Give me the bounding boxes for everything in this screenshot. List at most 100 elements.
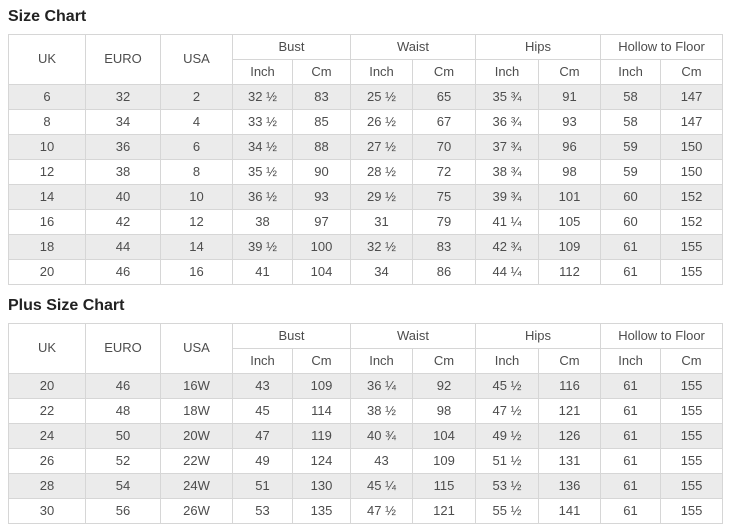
table-cell: 61 (600, 473, 662, 499)
table-cell: 109 (412, 448, 477, 474)
unit-header-cm: Cm (412, 348, 477, 374)
table-cell: 47 (232, 423, 293, 449)
unit-header-inch: Inch (232, 59, 293, 85)
table-cell: 150 (660, 159, 724, 185)
table-cell: 38 ½ (350, 398, 414, 424)
table-cell: 50 (85, 423, 161, 449)
table-cell: 124 (291, 448, 352, 474)
header-row-groups: UK EURO USA Bust Waist Hips Hollow to Floor (8, 323, 724, 374)
table-cell: 58 (600, 109, 662, 135)
table-cell: 40 (85, 184, 161, 210)
table-cell: 4 (160, 109, 233, 135)
table-cell: 155 (660, 423, 724, 449)
table-row: 28 54 24W 51 130 45 ¼ 115 53 ½ 136 61 155 (8, 473, 724, 499)
table-cell: 6 (160, 134, 233, 160)
table-cell: 44 ¼ (475, 259, 540, 285)
table-cell: 53 ½ (475, 473, 540, 499)
table-cell: 147 (660, 109, 724, 135)
table-cell: 42 (85, 209, 161, 235)
unit-header-cm: Cm (291, 59, 352, 85)
table-cell: 93 (291, 184, 352, 210)
table-cell: 67 (412, 109, 477, 135)
table-cell: 43 (232, 373, 293, 399)
table-cell: 61 (600, 498, 662, 524)
table-cell: 22W (160, 448, 233, 474)
group-header-hollow-to-floor: Hollow to Floor (600, 323, 724, 349)
table-cell: 33 ½ (232, 109, 293, 135)
table-cell: 121 (412, 498, 477, 524)
table-cell: 18 (8, 234, 86, 260)
unit-header-cm: Cm (660, 59, 724, 85)
table-cell: 65 (412, 84, 477, 110)
table-cell: 105 (538, 209, 602, 235)
table-cell: 18W (160, 398, 233, 424)
group-header-hips: Hips (475, 323, 602, 349)
table-cell: 47 ½ (350, 498, 414, 524)
unit-header-cm: Cm (538, 59, 602, 85)
table-cell: 131 (538, 448, 602, 474)
column-header-uk: UK (8, 34, 86, 85)
table-cell: 38 ¾ (475, 159, 540, 185)
unit-header-inch: Inch (350, 59, 414, 85)
unit-header-inch: Inch (350, 348, 414, 374)
table-cell: 119 (291, 423, 352, 449)
table-cell: 12 (8, 159, 86, 185)
table-cell: 79 (412, 209, 477, 235)
table-cell: 6 (8, 84, 86, 110)
table-cell: 36 ¼ (350, 373, 414, 399)
table-cell: 59 (600, 134, 662, 160)
table-cell: 52 (85, 448, 161, 474)
group-header-waist: Waist (350, 34, 477, 60)
group-header-bust: Bust (231, 323, 352, 349)
table-cell: 61 (600, 398, 662, 424)
table-cell: 20W (160, 423, 233, 449)
table-cell: 38 (232, 209, 293, 235)
table-cell: 61 (600, 234, 662, 260)
table-cell: 8 (160, 159, 233, 185)
table-cell: 45 ½ (475, 373, 540, 399)
unit-header-cm: Cm (538, 348, 602, 374)
table-cell: 47 ½ (475, 398, 540, 424)
table-cell: 152 (660, 184, 724, 210)
unit-header-inch: Inch (232, 348, 293, 374)
table-row: 20 46 16 41 104 34 86 44 ¼ 112 61 155 (8, 259, 724, 285)
unit-header-inch: Inch (600, 59, 662, 85)
table-cell: 98 (412, 398, 477, 424)
table-row: 12 38 8 35 ½ 90 28 ½ 72 38 ¾ 98 59 150 (8, 159, 724, 185)
table-cell: 32 (85, 84, 161, 110)
table-cell: 58 (600, 84, 662, 110)
table-cell: 10 (8, 134, 86, 160)
table-cell: 61 (600, 423, 662, 449)
table-cell: 90 (291, 159, 352, 185)
table-cell: 22 (8, 398, 86, 424)
group-header-hips: Hips (475, 34, 602, 60)
table-cell: 60 (600, 184, 662, 210)
column-header-euro: EURO (85, 323, 161, 374)
unit-header-inch: Inch (600, 348, 662, 374)
table-cell: 25 ½ (350, 84, 414, 110)
table-cell: 53 (232, 498, 293, 524)
table-cell: 28 (8, 473, 86, 499)
table-cell: 135 (291, 498, 352, 524)
table-cell: 109 (291, 373, 352, 399)
table-cell: 41 ¼ (475, 209, 540, 235)
table-cell: 26 ½ (350, 109, 414, 135)
table-cell: 39 ½ (232, 234, 293, 260)
table-cell: 26 (8, 448, 86, 474)
table-cell: 12 (160, 209, 233, 235)
table-cell: 72 (412, 159, 477, 185)
table-cell: 101 (538, 184, 602, 210)
unit-header-cm: Cm (660, 348, 724, 374)
table-cell: 126 (538, 423, 602, 449)
table-cell: 36 ¾ (475, 109, 540, 135)
table-cell: 34 (85, 109, 161, 135)
table-cell: 121 (538, 398, 602, 424)
table-cell: 28 ½ (350, 159, 414, 185)
table-row: 18 44 14 39 ½ 100 32 ½ 83 42 ¾ 109 61 155 (8, 234, 724, 260)
table-cell: 155 (660, 448, 724, 474)
unit-header-inch: Inch (475, 348, 540, 374)
table-cell: 88 (291, 134, 352, 160)
table-cell: 51 (232, 473, 293, 499)
table-cell: 97 (291, 209, 352, 235)
table-cell: 141 (538, 498, 602, 524)
